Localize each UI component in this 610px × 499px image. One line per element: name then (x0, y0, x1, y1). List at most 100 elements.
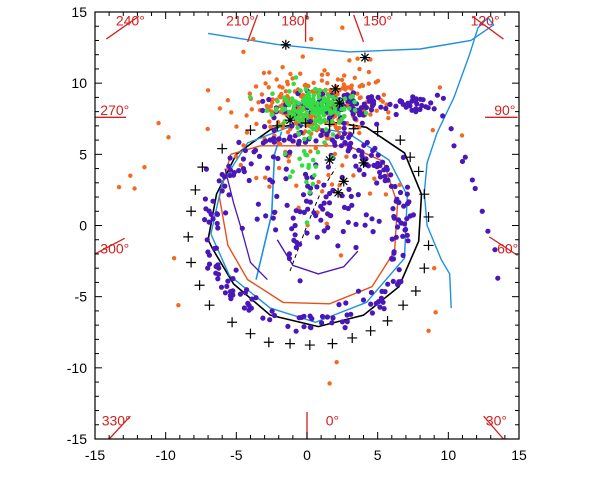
y-tick-label: 0 (79, 218, 87, 234)
green-point (350, 93, 356, 99)
angle-tick-mark (108, 415, 131, 440)
orange-point (132, 186, 137, 191)
plus-marker (186, 206, 197, 217)
purple-point (368, 107, 375, 113)
purple-point (301, 209, 307, 215)
purple-point (293, 208, 299, 214)
green-point (304, 110, 310, 115)
purple-point (227, 155, 233, 161)
plus-marker (245, 125, 256, 136)
purple-point (231, 170, 237, 176)
purple-point (413, 109, 419, 115)
purple-point (451, 143, 457, 149)
purple-point (205, 249, 211, 255)
green-point (306, 129, 312, 135)
purple-point (314, 234, 320, 240)
purple-point (287, 149, 293, 155)
green-point (310, 126, 316, 132)
green-point (296, 101, 301, 106)
orange-point (294, 183, 299, 188)
purple-point (378, 104, 384, 110)
purple-point (301, 313, 307, 319)
purple-point (292, 222, 298, 229)
purple-point (249, 296, 255, 302)
orange-point (259, 92, 265, 97)
purple-point (307, 199, 313, 205)
green-point (287, 109, 292, 115)
purple-point (240, 166, 247, 172)
purple-point (242, 147, 248, 154)
orange-point (166, 135, 171, 140)
purple-point (256, 153, 263, 159)
orange-point (366, 81, 371, 86)
orange-point (229, 110, 234, 115)
purple-point (320, 206, 326, 212)
purple-point (260, 98, 266, 104)
purple-point (364, 139, 370, 146)
angle-tick-mark (471, 15, 504, 40)
purple-point (343, 300, 349, 306)
plus-marker (272, 120, 283, 131)
orange-point (332, 151, 338, 157)
purple-point (303, 198, 310, 204)
purple-point (202, 217, 208, 223)
orange-point (256, 100, 261, 105)
angle-tick-mark (488, 236, 518, 256)
orange-point (254, 121, 259, 127)
orange-point (386, 115, 391, 121)
purple-point (404, 191, 410, 197)
purple-point (404, 184, 411, 190)
purple-point (265, 165, 271, 171)
purple-point (462, 154, 468, 160)
green-point (248, 95, 253, 100)
purple-point (431, 106, 437, 112)
purple-point (361, 104, 367, 110)
purple-point (246, 307, 252, 313)
purple-point (479, 208, 485, 214)
green-point (317, 115, 322, 120)
purple-point (344, 319, 350, 325)
purple-point (327, 190, 333, 197)
orange-point (368, 112, 373, 117)
purple-point (389, 236, 395, 242)
purple-point (281, 137, 287, 143)
purple-point (228, 296, 234, 302)
purple-point (393, 198, 399, 204)
purple-point (340, 228, 346, 235)
purple-point (355, 192, 361, 198)
green-point (291, 98, 296, 104)
purple-point (246, 302, 252, 309)
star-marker (280, 39, 291, 50)
green-point (287, 89, 292, 94)
orange-point (368, 57, 373, 62)
purple-point (428, 100, 434, 106)
angle-label: 210° (226, 13, 255, 29)
purple-point (350, 111, 356, 117)
purple-point (286, 251, 292, 257)
purple-point (368, 152, 374, 158)
purple-point (370, 148, 376, 154)
purple-point (270, 154, 276, 160)
purple-point (227, 289, 233, 295)
orange-point (357, 66, 362, 72)
star-marker (285, 115, 296, 126)
green-point (290, 169, 295, 174)
orange-point (320, 189, 325, 194)
green-point (301, 149, 307, 154)
purple-point (355, 288, 362, 294)
orange-point (290, 76, 295, 81)
plus-marker (197, 162, 208, 173)
purple-point (216, 178, 222, 184)
purple-point (270, 215, 276, 221)
purple-point (369, 216, 375, 222)
orange-point (372, 176, 377, 181)
orange-point (254, 175, 259, 181)
orange-point (367, 191, 373, 196)
purple-point (390, 278, 396, 284)
x-tick-label: 0 (303, 447, 311, 463)
purple-point (403, 226, 409, 233)
purple-point (318, 217, 324, 223)
orange-point (251, 36, 256, 42)
orange-point (277, 94, 282, 99)
star-marker (334, 98, 345, 109)
